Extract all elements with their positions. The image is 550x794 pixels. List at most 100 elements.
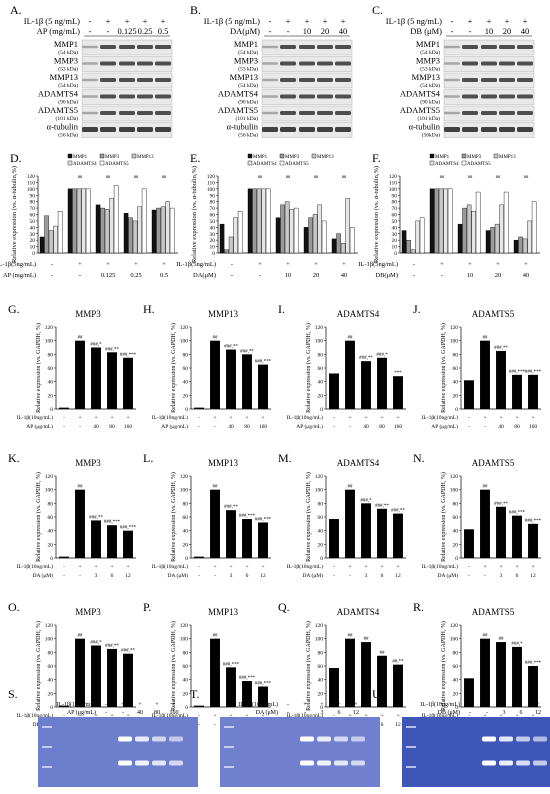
treatment-label: IL-1β (5 ng/mL) — [24, 16, 80, 26]
treatment-value: + — [380, 564, 383, 570]
legend-label: ADAMTS4 — [435, 162, 459, 167]
y-tick-label: 50 — [210, 219, 216, 225]
protein-size: (53 kDa) — [238, 66, 258, 73]
treatment-value: + — [468, 261, 472, 268]
y-tick-label: 0 — [185, 705, 188, 711]
protein-name: α-tubulin — [227, 122, 259, 132]
treatment-value: - — [469, 702, 471, 708]
treatment-value: + — [348, 713, 351, 719]
treatment-value: + — [303, 702, 307, 708]
data-bar — [284, 201, 290, 254]
treatment-value: - — [79, 424, 81, 430]
treatment-value: + — [483, 564, 486, 570]
treatment-value: + — [126, 713, 129, 719]
y-tick-label: 0 — [455, 556, 458, 562]
treatment-value: 6 — [516, 573, 519, 579]
y-tick-label: 0 — [185, 556, 188, 562]
protein-size: (53 kDa) — [58, 66, 78, 73]
treatment-value: 40 — [339, 26, 348, 36]
legend-label: MMP1 — [435, 155, 450, 160]
treatment-value: + — [364, 564, 367, 570]
data-bar — [194, 556, 204, 558]
blot-band — [82, 95, 98, 98]
treatment-value: + — [258, 261, 262, 268]
data-bar — [123, 530, 133, 558]
significance-mark: ###,** — [105, 644, 119, 649]
treatment-value: 10 — [303, 26, 312, 36]
significance-mark: ###,** — [359, 356, 373, 361]
treatment-value: 160 — [529, 424, 538, 430]
gel-band — [118, 760, 132, 766]
treatment-value: + — [364, 713, 367, 719]
treatment-value: - — [269, 16, 272, 26]
gel-band — [317, 736, 331, 742]
blot-band — [299, 78, 315, 82]
treatment-value: - — [269, 26, 272, 36]
treatment-value: 10 — [285, 272, 292, 279]
treatment-value: + — [94, 713, 97, 719]
treatment-value: - — [259, 272, 261, 279]
treatment-value: - — [214, 573, 216, 579]
blot-band — [517, 94, 533, 99]
y-tick-label: 60 — [48, 366, 54, 372]
treatment-label: DB (μM) — [438, 709, 460, 716]
blot-band — [335, 61, 351, 66]
treatment-value: + — [515, 564, 518, 570]
y-tick-label: 0 — [455, 705, 458, 711]
treatment-value: - — [413, 261, 415, 268]
significance-mark: ## — [342, 174, 347, 179]
treatment-value: - — [349, 573, 351, 579]
significance-mark: ###,*** — [120, 526, 137, 531]
treatment-value: + — [496, 261, 500, 268]
chart-title: ADAMTS4 — [337, 607, 380, 617]
treatment-value: 20 — [313, 272, 320, 279]
data-bar — [528, 666, 538, 707]
treatment-value: 12 — [125, 573, 131, 579]
treatment-value: 80 — [379, 424, 385, 430]
blot-band — [82, 45, 98, 49]
data-bar — [219, 223, 225, 254]
treatment-label: DA (μM) — [256, 709, 278, 716]
data-bar — [95, 204, 101, 254]
y-tick-label: 40 — [183, 678, 189, 684]
treatment-value: + — [143, 16, 148, 26]
significance-mark: ###,* — [90, 641, 102, 646]
significance-mark: ###,** — [391, 509, 405, 514]
protein-size: (56 kDa) — [58, 132, 78, 139]
y-tick-label: 20 — [318, 542, 324, 548]
y-tick-label: 80 — [453, 352, 459, 358]
treatment-value: + — [499, 415, 502, 421]
y-axis-label: Relative expression (vs. GAPDH, %) — [440, 472, 447, 562]
significance-mark: ## — [286, 174, 291, 179]
treatment-value: 0.5 — [160, 272, 168, 279]
panel-letter: J. — [413, 302, 421, 316]
y-tick-label: 100 — [315, 488, 324, 494]
blot-band — [481, 127, 497, 132]
treatment-value: + — [245, 415, 248, 421]
y-tick-label: 0 — [394, 251, 397, 257]
treatment-value: - — [451, 16, 454, 26]
y-tick-label: 0 — [185, 407, 188, 413]
protein-name: ADAMTS5 — [218, 105, 258, 115]
significance-mark: ## — [106, 174, 111, 179]
significance-mark: ###,** — [375, 504, 389, 509]
significance-mark: ## — [496, 174, 501, 179]
y-tick-label: 100 — [180, 488, 189, 494]
blot-band — [444, 78, 460, 82]
y-tick-label: 100 — [45, 488, 54, 494]
data-bar — [194, 705, 204, 707]
data-bar — [113, 185, 119, 254]
data-bar — [160, 206, 166, 254]
chart-title: ADAMTS5 — [472, 309, 515, 319]
zymography-panel: U.IL-1β(10ng/mL)DB (μM)- + + + +- -3 6 12 — [372, 687, 541, 716]
treatment-value: 40 — [228, 424, 234, 430]
blot-band — [517, 111, 533, 115]
data-bar — [438, 188, 444, 254]
legend-label: ADAMTS5 — [105, 162, 129, 167]
data-bar — [228, 236, 234, 254]
y-tick-label: 80 — [183, 352, 189, 358]
significance-mark: ## — [524, 174, 529, 179]
treatment-value: + — [229, 415, 232, 421]
data-bar — [329, 519, 339, 558]
